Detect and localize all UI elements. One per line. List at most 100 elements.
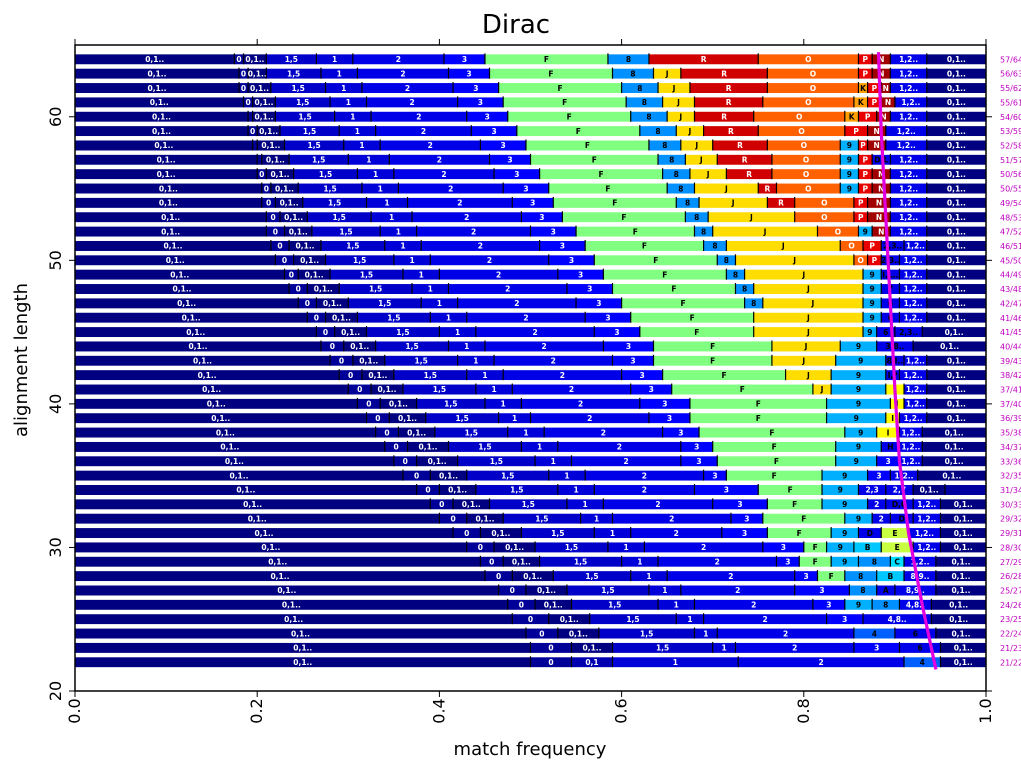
row-ratio-label: 51/57 bbox=[1000, 156, 1021, 165]
bar-segment bbox=[293, 169, 358, 180]
bar-segment bbox=[316, 54, 353, 65]
bar-segment-label: 9 bbox=[847, 170, 852, 179]
bar-segment-label: 1 bbox=[373, 170, 378, 179]
bar-segment-label: J bbox=[806, 285, 810, 294]
bar-segment bbox=[926, 413, 986, 424]
bar-segment bbox=[416, 398, 485, 409]
bar-segment-label: 1,2.. bbox=[904, 414, 923, 423]
bar-segment bbox=[872, 68, 891, 79]
bar-segment bbox=[439, 269, 558, 280]
bar-segment-label: F bbox=[605, 184, 610, 193]
bar-segment bbox=[521, 441, 558, 452]
bar-segment-label: J bbox=[801, 270, 805, 279]
bar-segment-label: 0,1.. bbox=[350, 342, 369, 351]
bar-segment bbox=[75, 614, 513, 625]
bar-segment bbox=[853, 255, 868, 266]
bar-segment-label: 0 bbox=[375, 414, 380, 423]
bar-segment bbox=[494, 169, 540, 180]
bar-segment bbox=[430, 470, 467, 481]
bar-segment-label: 0 bbox=[478, 543, 483, 552]
bar-segment-label: 1 bbox=[564, 471, 569, 480]
bar-segment bbox=[325, 255, 394, 266]
bar-segment-label: 2 bbox=[783, 629, 788, 638]
bar-segment-label: 3 bbox=[662, 400, 667, 409]
bar-segment-label: 8 bbox=[860, 586, 865, 595]
bar-segment-label: 1 bbox=[674, 601, 679, 610]
bar-segment-label: 1 bbox=[662, 586, 667, 595]
bar-segment-label: R bbox=[742, 156, 748, 165]
bar-segment-label: 1 bbox=[346, 98, 351, 107]
bar-segment bbox=[926, 154, 986, 165]
bar-segment-label: K bbox=[860, 84, 867, 93]
bar-segment-label: 3 bbox=[826, 601, 831, 610]
bar-segment-label: 3 bbox=[630, 357, 635, 366]
bar-segment-label: O bbox=[810, 84, 816, 93]
bar-segment-label: 0,1.. bbox=[947, 184, 966, 193]
bar-segment-label: F bbox=[662, 270, 667, 279]
bar-segment bbox=[863, 269, 882, 280]
bar-segment bbox=[580, 513, 613, 524]
bar-segment bbox=[75, 571, 485, 582]
bar-segment-label: 3 bbox=[842, 615, 847, 624]
row-separator bbox=[75, 337, 986, 339]
bar-segment-label: 0,1.. bbox=[947, 199, 966, 208]
bar-segment-label: N bbox=[874, 127, 880, 136]
bar-segment-label: 1 bbox=[594, 514, 599, 523]
bar-segment-label: 1,2.. bbox=[895, 471, 914, 480]
bar-segment-label: 9 bbox=[856, 385, 861, 394]
bar-segment-label: 3 bbox=[466, 69, 471, 78]
bar-segment-label: 2 bbox=[523, 313, 528, 322]
bar-segment bbox=[835, 441, 882, 452]
bar-segment-label: N bbox=[876, 213, 882, 222]
bar-segment bbox=[389, 413, 426, 424]
bar-segment bbox=[626, 97, 663, 108]
bar-segment bbox=[366, 197, 408, 208]
bar-segment bbox=[548, 470, 586, 481]
bar-segment bbox=[480, 556, 504, 567]
bar-segment-label: 0,1.. bbox=[947, 170, 966, 179]
row-separator bbox=[75, 179, 986, 181]
bar-segment bbox=[776, 183, 841, 194]
bar-segment bbox=[507, 599, 536, 610]
bar-segment-label: J bbox=[665, 69, 669, 78]
bar-segment-label: 0 bbox=[330, 342, 335, 351]
bar-segment bbox=[612, 284, 736, 295]
bar-segment-label: 0,1.. bbox=[947, 55, 966, 64]
bar-segment bbox=[402, 470, 431, 481]
bar-segment bbox=[881, 97, 895, 108]
bar-segment bbox=[384, 355, 458, 366]
bar-segment-label: 9 bbox=[854, 457, 859, 466]
bar-segment bbox=[621, 370, 663, 381]
bar-segment-label: 0 bbox=[296, 285, 301, 294]
bar-segment bbox=[334, 111, 372, 122]
bar-segment bbox=[926, 140, 986, 151]
bar-segment-label: 1 bbox=[378, 184, 383, 193]
bar-segment bbox=[876, 327, 895, 338]
bar-segment-label: 2 bbox=[642, 471, 647, 480]
bar-segment bbox=[940, 657, 986, 668]
bar-segment bbox=[863, 298, 882, 309]
bar-segment-label: 3 bbox=[724, 486, 729, 495]
row-separator bbox=[75, 193, 986, 196]
bar-segment bbox=[361, 370, 394, 381]
bar-segment bbox=[320, 68, 358, 79]
bar-segment-label: E bbox=[892, 529, 897, 538]
bar-segment-label: 0,1.. bbox=[947, 270, 966, 279]
bar-segment-label: 1 bbox=[523, 428, 528, 437]
bar-segment bbox=[607, 542, 645, 553]
bar-segment-label: 3 bbox=[742, 529, 747, 538]
bar-segment bbox=[375, 427, 399, 438]
bar-segment bbox=[876, 111, 891, 122]
bar-segment-label: 9 bbox=[847, 184, 852, 193]
bar-segment-label: 0,1.. bbox=[270, 572, 289, 581]
bar-segment-label: 0 bbox=[314, 313, 319, 322]
row-separator bbox=[75, 150, 986, 152]
bar-segment-label: 8 bbox=[685, 199, 690, 208]
bar-segment bbox=[266, 212, 280, 223]
bar-segment bbox=[585, 470, 704, 481]
bar-segment bbox=[872, 183, 891, 194]
bar-segment-label: 1,2.. bbox=[899, 69, 918, 78]
bar-segment bbox=[817, 571, 845, 582]
bar-segment bbox=[530, 413, 649, 424]
x-tick-label: 0.4 bbox=[429, 698, 448, 723]
